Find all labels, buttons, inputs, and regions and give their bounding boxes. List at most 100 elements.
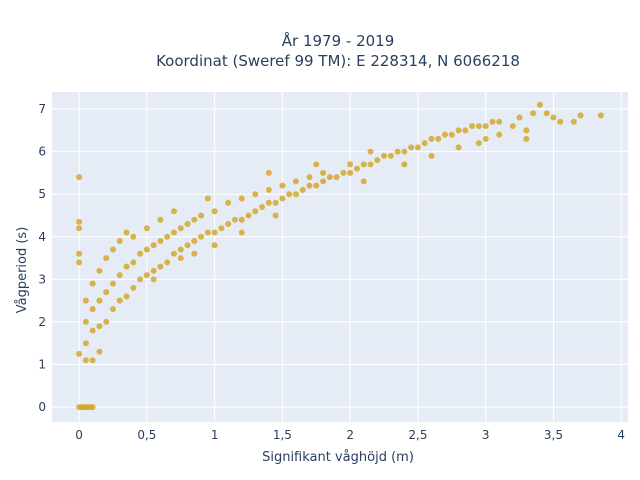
data-point [177, 255, 184, 262]
data-point [211, 229, 218, 236]
data-point [455, 127, 462, 134]
data-point [414, 144, 421, 151]
data-point [347, 169, 354, 176]
data-point [157, 263, 164, 270]
data-point [96, 348, 103, 355]
data-point [157, 216, 164, 223]
grid-lines [52, 92, 628, 422]
data-point [177, 225, 184, 232]
data-point [143, 246, 150, 253]
data-point [143, 225, 150, 232]
data-points [76, 101, 604, 411]
data-point [320, 169, 327, 176]
data-point [259, 203, 266, 210]
data-point [360, 178, 367, 185]
data-point [442, 131, 449, 138]
data-point [211, 242, 218, 249]
data-point [394, 148, 401, 155]
x-tick-label: 3 [482, 428, 490, 442]
data-point [150, 242, 157, 249]
data-point [475, 140, 482, 147]
data-point [550, 114, 557, 121]
data-point [130, 233, 137, 240]
data-point [204, 229, 211, 236]
data-point [150, 276, 157, 283]
data-point [225, 221, 232, 227]
data-point [82, 318, 89, 325]
chart-title-line-2: Koordinat (Sweref 99 TM): E 228314, N 60… [156, 52, 520, 70]
data-point [482, 135, 489, 142]
data-point [367, 148, 374, 155]
data-point [218, 225, 225, 232]
data-point [401, 148, 408, 155]
data-point [536, 101, 543, 108]
x-tick-label: 3,5 [544, 428, 563, 442]
x-axis-ticks: 0 0,5 1 1,5 2 2,5 3 3,5 4 [75, 428, 625, 442]
data-point [204, 195, 211, 202]
y-tick-label: 0 [38, 400, 46, 414]
data-point [265, 169, 272, 176]
data-point [387, 152, 394, 159]
data-point [469, 123, 476, 130]
data-point [137, 276, 144, 283]
data-point [401, 161, 408, 168]
data-point [543, 110, 550, 117]
data-point [109, 306, 116, 313]
y-tick-label: 6 [38, 145, 46, 159]
data-point [231, 216, 238, 223]
data-point [272, 212, 279, 219]
data-point [523, 127, 530, 134]
data-point [164, 259, 171, 266]
data-point [455, 144, 462, 151]
data-point [570, 118, 577, 125]
data-point [496, 131, 503, 138]
data-point [496, 118, 503, 125]
chart-title-line-1: År 1979 - 2019 [282, 31, 395, 50]
x-tick-label: 0,5 [137, 428, 156, 442]
data-point [509, 123, 516, 130]
data-point [123, 293, 130, 300]
data-point [96, 297, 103, 304]
data-point [408, 144, 415, 151]
data-point [76, 218, 83, 225]
data-point [577, 112, 584, 119]
data-point [96, 267, 103, 274]
data-point [374, 157, 381, 164]
data-point [116, 272, 123, 279]
data-point [530, 110, 537, 117]
y-axis-title: Vågperiod (s) [15, 227, 30, 314]
data-point [184, 221, 191, 227]
data-point [313, 182, 320, 189]
x-tick-label: 0 [75, 428, 83, 442]
data-point [103, 289, 110, 296]
data-point [428, 135, 435, 142]
y-axis-ticks: 0 1 2 3 4 5 6 7 [38, 102, 46, 414]
data-point [96, 323, 103, 330]
y-tick-label: 7 [38, 102, 46, 116]
data-point [82, 297, 89, 304]
data-point [435, 135, 442, 142]
data-point [211, 208, 218, 215]
data-point [130, 284, 137, 291]
data-point [475, 123, 482, 130]
data-point [164, 233, 171, 240]
data-point [76, 250, 83, 257]
data-point [516, 114, 523, 121]
data-point [198, 212, 205, 219]
data-point [191, 238, 198, 245]
data-point [306, 174, 313, 181]
data-point [150, 267, 157, 274]
data-point [340, 169, 347, 176]
x-tick-label: 1,5 [273, 428, 292, 442]
data-point [238, 229, 245, 236]
data-point [170, 208, 177, 215]
data-point [448, 131, 455, 138]
data-point [116, 238, 123, 245]
y-tick-label: 3 [38, 272, 46, 286]
data-point [292, 178, 299, 185]
data-point [89, 327, 96, 334]
data-point [82, 357, 89, 364]
y-tick-label: 4 [38, 230, 46, 244]
data-point [123, 263, 130, 270]
